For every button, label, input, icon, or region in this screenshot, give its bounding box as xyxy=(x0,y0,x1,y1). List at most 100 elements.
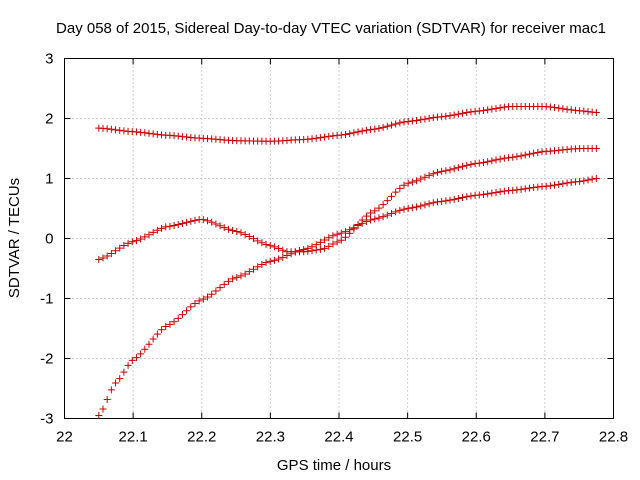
data-point xyxy=(199,216,207,224)
data-point xyxy=(229,227,237,235)
data-point xyxy=(178,311,186,319)
data-point xyxy=(354,222,362,230)
data-point xyxy=(580,177,588,185)
data-point xyxy=(107,249,115,257)
data-point xyxy=(530,149,538,157)
data-point xyxy=(555,180,563,188)
data-point xyxy=(124,361,132,369)
data-point xyxy=(492,188,500,196)
data-point xyxy=(237,272,245,280)
data-point xyxy=(463,109,471,117)
data-point xyxy=(517,152,525,160)
data-point xyxy=(250,265,258,273)
data-point xyxy=(291,248,299,256)
data-point xyxy=(484,190,492,198)
data-point xyxy=(166,320,174,328)
data-point xyxy=(387,121,395,129)
data-point xyxy=(387,210,395,218)
data-point xyxy=(258,239,266,247)
data-point xyxy=(283,252,291,260)
data-point xyxy=(362,126,370,134)
data-point xyxy=(149,228,157,236)
data-point xyxy=(250,235,258,243)
data-point xyxy=(408,204,416,212)
data-point xyxy=(137,350,145,358)
data-point xyxy=(375,214,383,222)
data-point xyxy=(479,159,487,167)
data-point xyxy=(429,170,437,178)
data-point xyxy=(446,196,454,204)
data-series xyxy=(95,103,600,419)
data-point xyxy=(162,322,170,330)
data-point xyxy=(329,232,337,240)
data-point xyxy=(383,211,391,219)
data-point xyxy=(216,222,224,230)
data-point xyxy=(421,173,429,181)
data-point xyxy=(425,114,433,122)
data-point xyxy=(287,250,295,258)
series-middle xyxy=(95,145,600,263)
data-point xyxy=(546,182,554,190)
data-point xyxy=(183,307,191,315)
data-point xyxy=(145,129,153,137)
data-point xyxy=(237,229,245,237)
data-point xyxy=(375,124,383,132)
data-point xyxy=(112,126,120,134)
data-point xyxy=(513,153,521,161)
data-point xyxy=(316,238,324,246)
data-point xyxy=(208,218,216,226)
data-point xyxy=(346,226,354,234)
x-tick-label: 22.1 xyxy=(119,429,148,446)
data-point xyxy=(341,228,349,236)
data-point xyxy=(530,184,538,192)
data-point xyxy=(245,232,253,240)
data-point xyxy=(383,197,391,205)
data-point xyxy=(387,192,395,200)
data-point xyxy=(107,386,115,394)
data-point xyxy=(404,204,412,212)
data-point xyxy=(333,230,341,238)
y-tick-label: -2 xyxy=(40,351,53,368)
x-tick-label: 22.7 xyxy=(530,429,559,446)
data-point xyxy=(496,188,504,196)
data-point xyxy=(580,107,588,115)
data-point xyxy=(270,243,278,251)
x-tick-label: 22.4 xyxy=(324,429,353,446)
data-point xyxy=(224,225,232,233)
data-point xyxy=(275,245,283,253)
x-tick-label: 22.3 xyxy=(256,429,285,446)
data-point xyxy=(191,216,199,224)
data-point xyxy=(534,148,542,156)
data-point xyxy=(208,290,216,298)
data-point xyxy=(95,412,103,419)
data-point xyxy=(396,119,404,127)
data-point xyxy=(525,184,533,192)
data-point xyxy=(170,318,178,326)
data-point xyxy=(141,129,149,137)
data-point xyxy=(576,177,584,185)
data-point xyxy=(212,287,220,295)
y-tick-label: -3 xyxy=(40,411,53,428)
data-point xyxy=(258,261,266,269)
data-point xyxy=(584,108,592,116)
data-point xyxy=(233,227,241,235)
data-point xyxy=(392,120,400,128)
data-point xyxy=(379,201,387,209)
data-point xyxy=(425,200,433,208)
data-point xyxy=(128,238,136,246)
data-point xyxy=(308,243,316,251)
data-point xyxy=(346,130,354,138)
data-point xyxy=(492,156,500,164)
data-point xyxy=(141,233,149,241)
chart-title: Day 058 of 2015, Sidereal Day-to-day VTE… xyxy=(56,20,606,37)
data-point xyxy=(454,194,462,202)
data-point xyxy=(450,165,458,173)
data-point xyxy=(488,105,496,113)
data-point xyxy=(584,176,592,184)
data-point xyxy=(312,241,320,249)
data-point xyxy=(433,198,441,206)
data-point xyxy=(224,277,232,285)
data-point xyxy=(421,115,429,123)
data-point xyxy=(270,256,278,264)
data-point xyxy=(199,295,207,303)
